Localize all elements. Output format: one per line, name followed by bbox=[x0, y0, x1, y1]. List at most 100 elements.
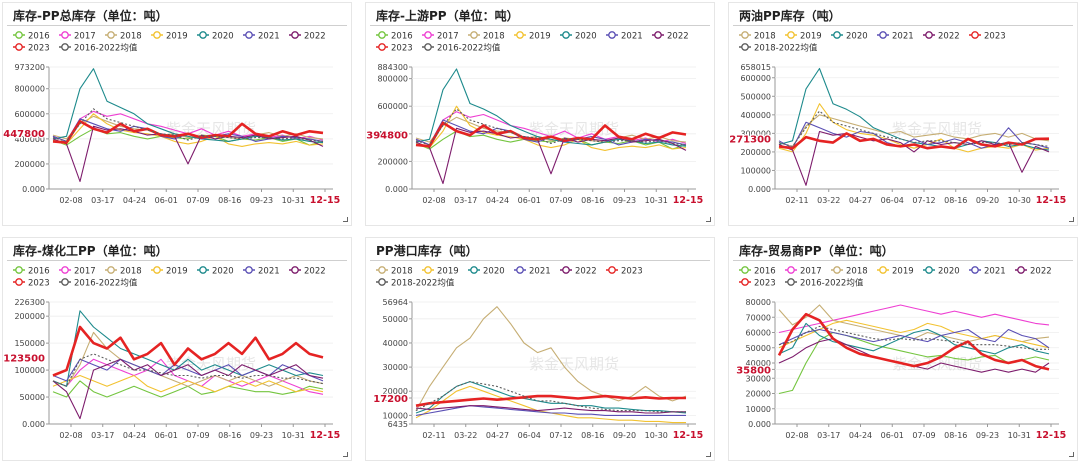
legend-item[interactable]: 2017 bbox=[422, 31, 459, 42]
legend-item[interactable]: 2022 bbox=[652, 31, 689, 42]
legend-item[interactable]: 2023 bbox=[376, 43, 413, 54]
legend-item[interactable]: 2021 bbox=[969, 266, 1006, 277]
resize-handle-icon[interactable] bbox=[343, 217, 348, 222]
legend-item[interactable]: 2019 bbox=[514, 31, 551, 42]
legend-item[interactable]: 2018 bbox=[739, 31, 776, 42]
series-line-2018 bbox=[415, 116, 687, 143]
legend: 2016 2017 2018 2019 2020 2021 2022 2023 2016-202… bbox=[13, 31, 326, 54]
series-line-2020 bbox=[778, 322, 1050, 355]
x-tick-label: 12-15 bbox=[673, 195, 703, 206]
series-line-2023 bbox=[52, 325, 324, 377]
legend-item[interactable]: 2020 bbox=[831, 31, 868, 42]
x-tick-label: 06-04 bbox=[881, 196, 904, 205]
legend: 2018 2019 2020 2021 2022 2023 2018-2022均值 bbox=[739, 31, 1006, 54]
legend-marker-icon bbox=[925, 31, 933, 39]
legend-item[interactable]: 2023 bbox=[739, 278, 776, 289]
legend-item[interactable]: 2018 bbox=[468, 31, 505, 42]
y-tick-label: 30000 bbox=[383, 363, 408, 372]
legend-item[interactable]: 2017 bbox=[59, 31, 96, 42]
legend-item[interactable]: 2019 bbox=[422, 266, 459, 277]
series-group bbox=[415, 306, 687, 424]
series-line-2016-2022均值 bbox=[52, 108, 324, 142]
legend-item[interactable]: 2019 bbox=[877, 266, 914, 277]
legend-item[interactable]: 2022 bbox=[1015, 266, 1052, 277]
current-value-label: 447800 bbox=[3, 129, 45, 140]
y-tick-label: 600000 bbox=[377, 102, 408, 111]
legend-label: 2022 bbox=[304, 267, 326, 277]
legend-item[interactable]: 2021 bbox=[243, 266, 280, 277]
legend-item[interactable]: 2019 bbox=[151, 31, 188, 42]
legend-item[interactable]: 2022 bbox=[289, 266, 326, 277]
series-line-2021 bbox=[52, 358, 324, 382]
legend-label: 2018-2022均值 bbox=[754, 43, 818, 54]
y-tick-label: 50000 bbox=[746, 344, 771, 353]
legend-item[interactable]: 2021 bbox=[243, 31, 280, 42]
y-tick-label: 400000 bbox=[377, 130, 408, 139]
legend-item[interactable]: 2020 bbox=[468, 266, 505, 277]
legend-item[interactable]: 2019 bbox=[785, 31, 822, 42]
resize-handle-icon[interactable] bbox=[706, 217, 711, 222]
legend-item[interactable]: 2022 bbox=[289, 31, 326, 42]
legend-item[interactable]: 2018 bbox=[105, 266, 142, 277]
chart-panel: 库存-煤化工PP（单位：吨） 2016 2017 2018 2019 2020 2021 20… bbox=[2, 237, 352, 461]
legend-item[interactable]: 2023 bbox=[13, 278, 50, 289]
resize-handle-icon[interactable] bbox=[706, 452, 711, 457]
legend-item[interactable]: 2016 bbox=[739, 266, 776, 277]
legend-item[interactable]: 2018-2022均值 bbox=[739, 43, 818, 54]
legend-marker-icon bbox=[608, 266, 616, 274]
legend-marker-icon bbox=[424, 266, 432, 274]
legend-item[interactable]: 2020 bbox=[560, 31, 597, 42]
legend-item[interactable]: 2018 bbox=[105, 31, 142, 42]
legend-item[interactable]: 2018-2022均值 bbox=[376, 278, 455, 289]
legend-label: 2017 bbox=[74, 32, 96, 42]
legend-marker-icon bbox=[516, 266, 524, 274]
legend-item[interactable]: 2016 bbox=[13, 266, 50, 277]
series-group bbox=[52, 310, 324, 420]
resize-handle-icon[interactable] bbox=[1069, 217, 1074, 222]
series-group bbox=[777, 304, 1050, 395]
legend-item[interactable]: 2016-2022均值 bbox=[422, 43, 501, 54]
chart-title: 库存-煤化工PP（单位：吨） bbox=[13, 244, 168, 258]
legend-item[interactable]: 2016 bbox=[376, 31, 413, 42]
legend-item[interactable]: 2020 bbox=[197, 266, 234, 277]
legend-label: 2020 bbox=[846, 32, 868, 42]
x-tick-label: 04-24 bbox=[486, 196, 509, 205]
legend-item[interactable]: 2018 bbox=[376, 266, 413, 277]
x-tick-label: 03-22 bbox=[817, 196, 840, 205]
legend-label: 2020 bbox=[212, 32, 234, 42]
title-divider bbox=[370, 260, 710, 261]
legend-item[interactable]: 2021 bbox=[877, 31, 914, 42]
legend-item[interactable]: 2017 bbox=[59, 266, 96, 277]
legend-item[interactable]: 2023 bbox=[606, 266, 643, 277]
series-line-2023 bbox=[415, 394, 686, 407]
legend-item[interactable]: 2016-2022均值 bbox=[785, 278, 864, 289]
legend-item[interactable]: 2022 bbox=[923, 31, 960, 42]
legend-item[interactable]: 2021 bbox=[606, 31, 643, 42]
legend-item[interactable]: 2020 bbox=[923, 266, 960, 277]
x-tick-label: 03-22 bbox=[454, 431, 477, 440]
legend-item[interactable]: 2018 bbox=[831, 266, 868, 277]
legend-item[interactable]: 2020 bbox=[197, 31, 234, 42]
legend-item[interactable]: 2021 bbox=[514, 266, 551, 277]
chart-title: 两油PP库存（吨） bbox=[739, 9, 841, 23]
legend-label: 2020 bbox=[212, 267, 234, 277]
y-tick-label: 200000 bbox=[14, 160, 45, 169]
legend-marker-icon bbox=[61, 31, 69, 39]
y-tick-label: 80000 bbox=[746, 298, 771, 307]
title-divider bbox=[370, 25, 710, 26]
x-tick-label: 02-11 bbox=[422, 431, 445, 440]
y-tick-label: 60000 bbox=[746, 329, 771, 338]
legend-item[interactable]: 2023 bbox=[13, 43, 50, 54]
resize-handle-icon[interactable] bbox=[1069, 452, 1074, 457]
resize-handle-icon[interactable] bbox=[343, 452, 348, 457]
legend-item[interactable]: 2016-2022均值 bbox=[59, 278, 138, 289]
legend-item[interactable]: 2017 bbox=[785, 266, 822, 277]
line-chart: 2016 2017 2018 2019 2020 2021 2022 2023 2016-202… bbox=[366, 31, 703, 206]
legend-marker-icon bbox=[608, 31, 616, 39]
legend-item[interactable]: 2016 bbox=[13, 31, 50, 42]
legend-item[interactable]: 2023 bbox=[969, 31, 1006, 42]
legend-item[interactable]: 2022 bbox=[560, 266, 597, 277]
legend-item[interactable]: 2016-2022均值 bbox=[59, 43, 138, 54]
x-tick-label: 12-15 bbox=[310, 195, 340, 206]
legend-item[interactable]: 2019 bbox=[151, 266, 188, 277]
